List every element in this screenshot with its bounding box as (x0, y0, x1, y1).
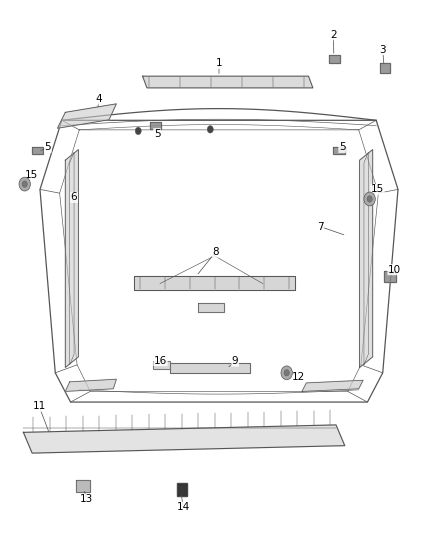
Circle shape (22, 181, 27, 187)
Polygon shape (384, 271, 396, 282)
Text: 15: 15 (371, 184, 384, 195)
Circle shape (135, 127, 141, 135)
Text: 5: 5 (339, 142, 346, 152)
Text: 3: 3 (379, 45, 386, 54)
Polygon shape (65, 379, 117, 391)
Polygon shape (23, 425, 345, 453)
Circle shape (284, 369, 289, 376)
Polygon shape (198, 303, 224, 312)
Polygon shape (152, 361, 170, 368)
Text: 7: 7 (317, 222, 324, 232)
Circle shape (19, 177, 30, 191)
Polygon shape (143, 76, 313, 88)
Text: 5: 5 (154, 128, 160, 139)
Circle shape (207, 126, 213, 133)
Text: 1: 1 (215, 59, 223, 68)
Polygon shape (302, 380, 363, 391)
Text: 14: 14 (177, 502, 190, 512)
Polygon shape (134, 276, 295, 290)
Circle shape (367, 196, 372, 202)
Polygon shape (333, 147, 345, 154)
Polygon shape (76, 480, 90, 492)
Polygon shape (32, 147, 43, 154)
Polygon shape (170, 364, 250, 373)
Polygon shape (380, 63, 390, 73)
Text: 13: 13 (80, 494, 93, 504)
Text: 2: 2 (330, 30, 337, 40)
Polygon shape (57, 104, 117, 128)
Text: 12: 12 (292, 372, 305, 382)
Text: 10: 10 (388, 265, 401, 274)
Text: 5: 5 (45, 142, 51, 152)
Text: 15: 15 (25, 169, 38, 180)
Polygon shape (177, 483, 187, 496)
Text: 11: 11 (32, 401, 46, 411)
Polygon shape (360, 150, 373, 368)
Polygon shape (329, 55, 340, 63)
Text: 4: 4 (95, 94, 102, 104)
Circle shape (281, 366, 292, 379)
Circle shape (364, 192, 375, 206)
Text: 16: 16 (154, 356, 167, 366)
Polygon shape (65, 150, 78, 368)
Text: 8: 8 (212, 247, 219, 257)
Text: 6: 6 (71, 192, 78, 203)
Polygon shape (150, 123, 161, 130)
Text: 9: 9 (232, 356, 238, 366)
